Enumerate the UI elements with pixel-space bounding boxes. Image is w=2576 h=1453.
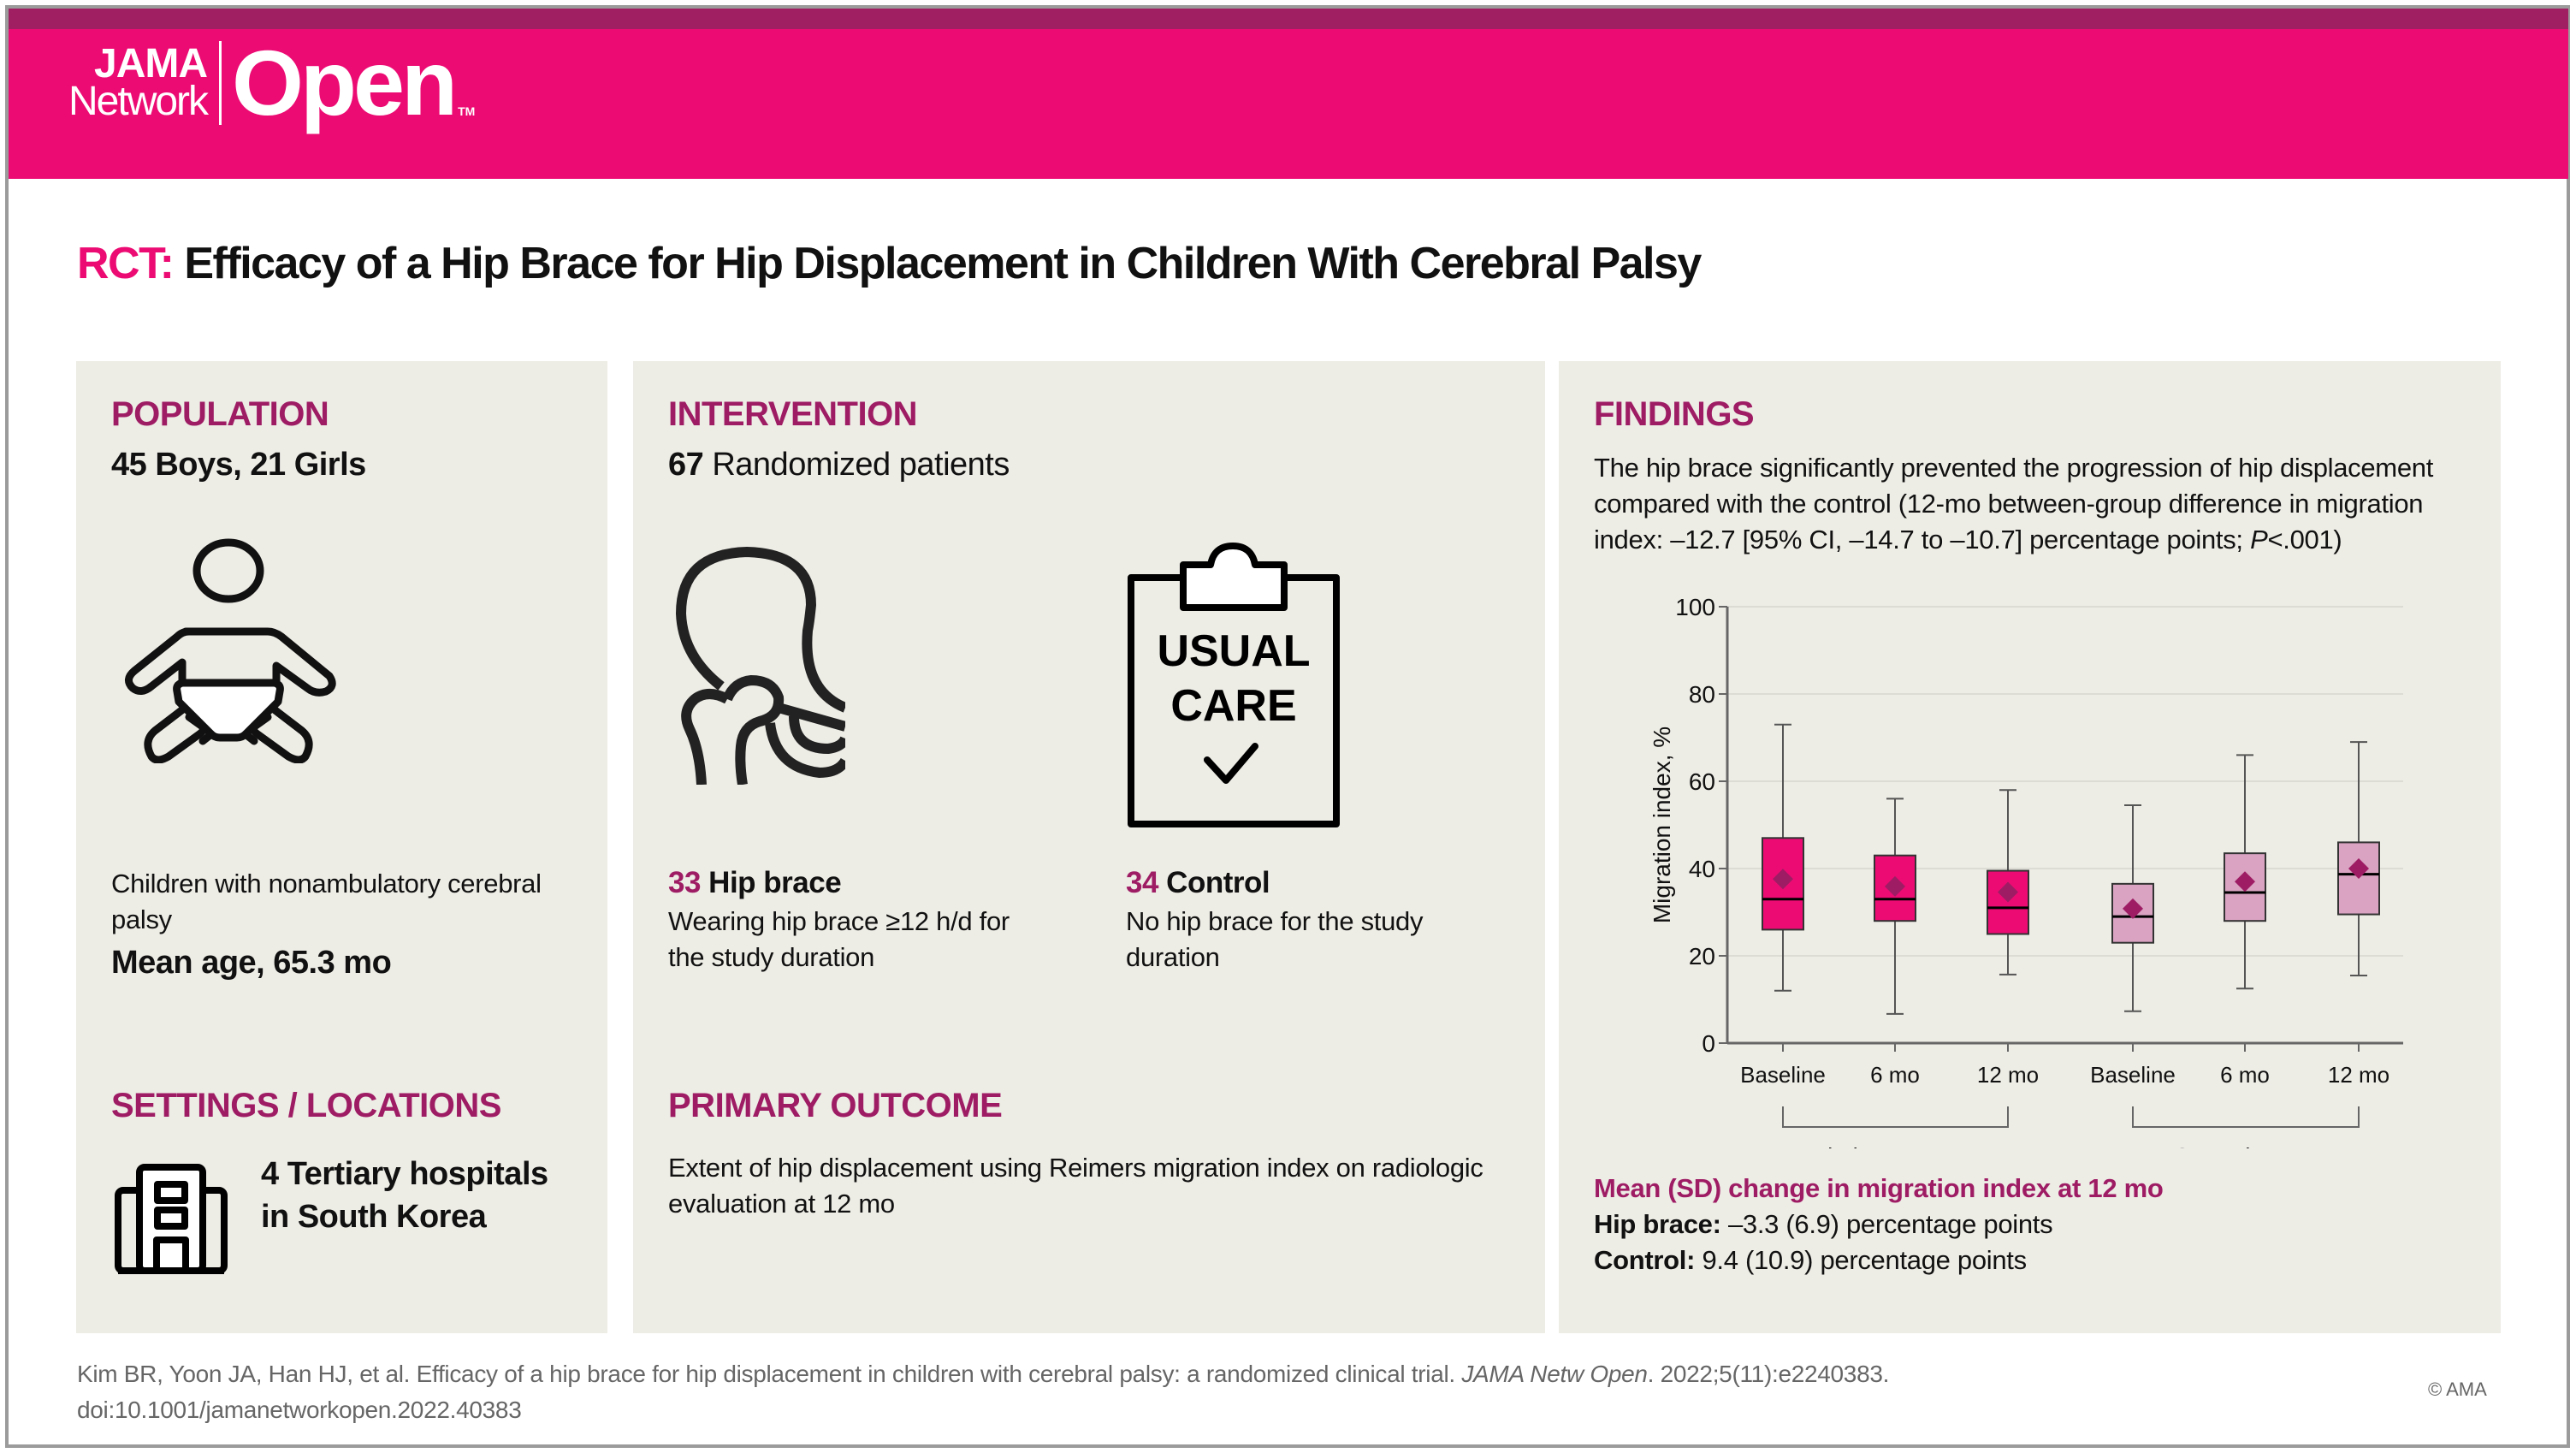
title-prefix: RCT:: [77, 239, 175, 288]
logo-wordmark: JAMA Network: [68, 40, 209, 124]
intervention-panel: INTERVENTION 67 Randomized patients USUA…: [633, 361, 1545, 1082]
settings-line-2: in South Korea: [261, 1199, 487, 1235]
arm-control-label: Control: [1166, 866, 1270, 899]
hospital-building-icon: [115, 1164, 228, 1274]
x-tick-label: 12 mo: [2328, 1062, 2389, 1088]
mean-marker: [2123, 898, 2143, 919]
baby-icon: [125, 538, 336, 763]
settings-heading: SETTINGS / LOCATIONS: [111, 1087, 501, 1124]
chart-labels: 0 20 40 60 80 100 Baseline 6 mo 12 mo Baseline 6 m…: [1675, 594, 2389, 1148]
chart-axes: [1719, 606, 2403, 1128]
y-tick-label: 80: [1689, 681, 1715, 708]
group-label: Control group: [2173, 1143, 2318, 1148]
intervention-heading: INTERVENTION: [668, 395, 918, 433]
iqr-box: [1987, 869, 2029, 935]
arm-control-n: 34: [1126, 866, 1158, 899]
change-control: Control: 9.4 (10.9) percentage points: [1594, 1242, 2027, 1278]
findings-p-value: <.001): [2267, 525, 2342, 555]
population-description: Children with nonambulatory cerebral pal…: [111, 869, 542, 934]
citation-volume: . 2022;5(11):e2240383.: [1647, 1361, 1890, 1387]
change-control-label: Control:: [1594, 1245, 1696, 1275]
header-strip: [9, 9, 2568, 29]
header-bar: [9, 29, 2568, 179]
chart-gridlines: [1727, 606, 2403, 957]
citation-doi: doi:10.1001/jamanetworkopen.2022.40383: [77, 1397, 522, 1423]
x-tick-label: 6 mo: [2220, 1062, 2270, 1088]
copyright: © AMA: [2428, 1379, 2487, 1400]
y-tick-label: 0: [1702, 1030, 1715, 1057]
change-heading: Mean (SD) change in migration index at 1…: [1594, 1173, 2164, 1203]
y-tick-label: 60: [1689, 768, 1715, 795]
group-label: Hip brace group: [1810, 1143, 1981, 1148]
clipboard-icon: USUAL CARE: [1128, 543, 1340, 827]
change-hip-brace-label: Hip brace:: [1594, 1209, 1721, 1239]
mean-marker: [2348, 858, 2369, 879]
x-tick-label: 12 mo: [1977, 1062, 2039, 1088]
mean-marker: [1998, 881, 2018, 903]
citation-journal: JAMA Netw Open: [1461, 1361, 1648, 1387]
chart-boxes: [1762, 723, 2380, 1015]
change-hip-brace: Hip brace: –3.3 (6.9) percentage points: [1594, 1207, 2053, 1242]
y-tick-label: 40: [1689, 856, 1715, 882]
arm-hip-brace-label: Hip brace: [708, 866, 842, 899]
hip-joint-icon: [675, 546, 845, 785]
journal-logo: JAMA Network Open TM: [68, 36, 475, 130]
findings-text-main: The hip brace significantly prevented th…: [1594, 453, 2434, 555]
arm-control-title: 34 Control: [1126, 866, 1270, 900]
population-panel: POPULATION 45 Boys, 21 Girls Children wi…: [76, 361, 607, 1082]
logo-jama: JAMA: [94, 40, 208, 86]
group-bracket: [1782, 1106, 2009, 1128]
y-tick-label: 20: [1689, 943, 1715, 970]
migration-index-boxplot: 0 20 40 60 80 100 Baseline 6 mo 12 mo Baseline 6 m…: [1649, 594, 2403, 1148]
randomized-label: Randomized patients: [712, 447, 1010, 483]
findings-text: The hip brace significantly prevented th…: [1594, 450, 2484, 558]
x-tick-label: Baseline: [1740, 1062, 1826, 1088]
mean-marker: [1773, 869, 1793, 890]
logo-trademark: TM: [458, 104, 476, 118]
citation: Kim BR, Yoon JA, Han HJ, et al. Efficacy…: [77, 1356, 1889, 1428]
logo-network: Network: [68, 79, 209, 124]
mean-marker: [2235, 871, 2255, 893]
randomized-count: 67: [668, 447, 704, 483]
settings-line-1: 4 Tertiary hospitals: [261, 1156, 548, 1192]
arm-hip-brace-n: 33: [668, 866, 701, 899]
arm-hip-brace-description: Wearing hip brace ≥12 h/d for the study …: [668, 906, 1010, 972]
arm-hip-brace-title: 33 Hip brace: [668, 866, 842, 900]
settings-panel: SETTINGS / LOCATIONS 4 Tertiary hospital…: [76, 1056, 607, 1333]
population-heading: POPULATION: [111, 395, 329, 433]
population-summary: 45 Boys, 21 Girls: [111, 447, 366, 483]
findings-heading: FINDINGS: [1594, 395, 1755, 433]
x-tick-label: Baseline: [2090, 1062, 2176, 1088]
clipboard-text-care: CARE: [1170, 681, 1296, 731]
change-control-value: 9.4 (10.9) percentage points: [1702, 1245, 2027, 1275]
population-mean-age: Mean age, 65.3 mo: [111, 945, 392, 981]
primary-outcome-panel: PRIMARY OUTCOME Extent of hip displaceme…: [633, 1056, 1545, 1333]
arm-control-description: No hip brace for the study duration: [1126, 906, 1424, 972]
logo-open: Open: [232, 31, 458, 134]
y-tick-label: 100: [1675, 594, 1715, 620]
y-axis-label: Migration index, %: [1649, 726, 1675, 923]
findings-p-symbol: P: [2250, 525, 2268, 555]
primary-outcome-heading: PRIMARY OUTCOME: [668, 1087, 1003, 1124]
clipboard-text-usual: USUAL: [1157, 626, 1310, 676]
change-hip-brace-value: –3.3 (6.9) percentage points: [1727, 1209, 2053, 1239]
primary-outcome-text: Extent of hip displacement using Reimers…: [668, 1153, 1483, 1219]
page-title: RCT: Efficacy of a Hip Brace for Hip Dis…: [77, 238, 1702, 289]
title-text: Efficacy of a Hip Brace for Hip Displace…: [184, 239, 1702, 288]
intervention-count-line: 67 Randomized patients: [668, 447, 1010, 483]
x-tick-label: 6 mo: [1870, 1062, 1920, 1088]
citation-authors-title: Kim BR, Yoon JA, Han HJ, et al. Efficacy…: [77, 1361, 1462, 1387]
checkmark-icon: [1204, 743, 1258, 784]
group-bracket: [2132, 1106, 2360, 1128]
logo-divider: [219, 41, 222, 125]
